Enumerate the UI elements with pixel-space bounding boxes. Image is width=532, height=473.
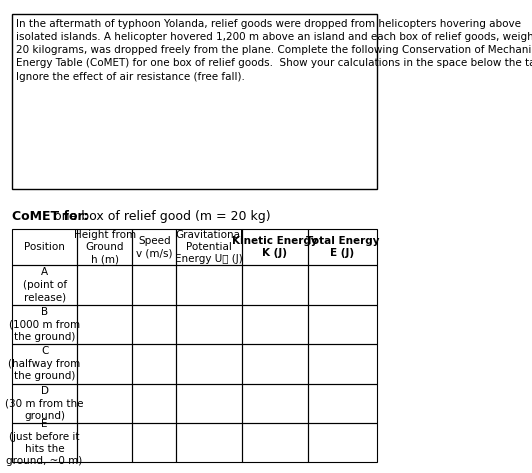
Text: A
(point of
release): A (point of release) bbox=[22, 267, 66, 302]
Text: Kinetic Energy
K (J): Kinetic Energy K (J) bbox=[232, 236, 318, 258]
Text: C
(halfway from
the ground): C (halfway from the ground) bbox=[9, 346, 81, 381]
Text: Position: Position bbox=[24, 242, 65, 252]
Text: In the aftermath of typhoon Yolanda, relief goods were dropped from helicopters : In the aftermath of typhoon Yolanda, rel… bbox=[15, 19, 532, 82]
Text: E
(just before it
hits the
ground, ~0 m): E (just before it hits the ground, ~0 m) bbox=[6, 419, 82, 466]
Text: B
(1000 m from
the ground): B (1000 m from the ground) bbox=[9, 307, 80, 342]
Text: Height from
Ground
h (m): Height from Ground h (m) bbox=[74, 229, 136, 264]
Text: Total Energy
E (J): Total Energy E (J) bbox=[306, 236, 379, 258]
Text: Gravitational
Potential
Energy U⁧ (J): Gravitational Potential Energy U⁧ (J) bbox=[175, 229, 243, 264]
Text: one box of relief good (m = 20 kg): one box of relief good (m = 20 kg) bbox=[50, 210, 270, 223]
FancyBboxPatch shape bbox=[12, 14, 377, 189]
Text: D
(30 m from the
ground): D (30 m from the ground) bbox=[5, 386, 84, 420]
Text: CoMET for:: CoMET for: bbox=[12, 210, 88, 223]
Text: Speed
v (m/s): Speed v (m/s) bbox=[136, 236, 172, 258]
